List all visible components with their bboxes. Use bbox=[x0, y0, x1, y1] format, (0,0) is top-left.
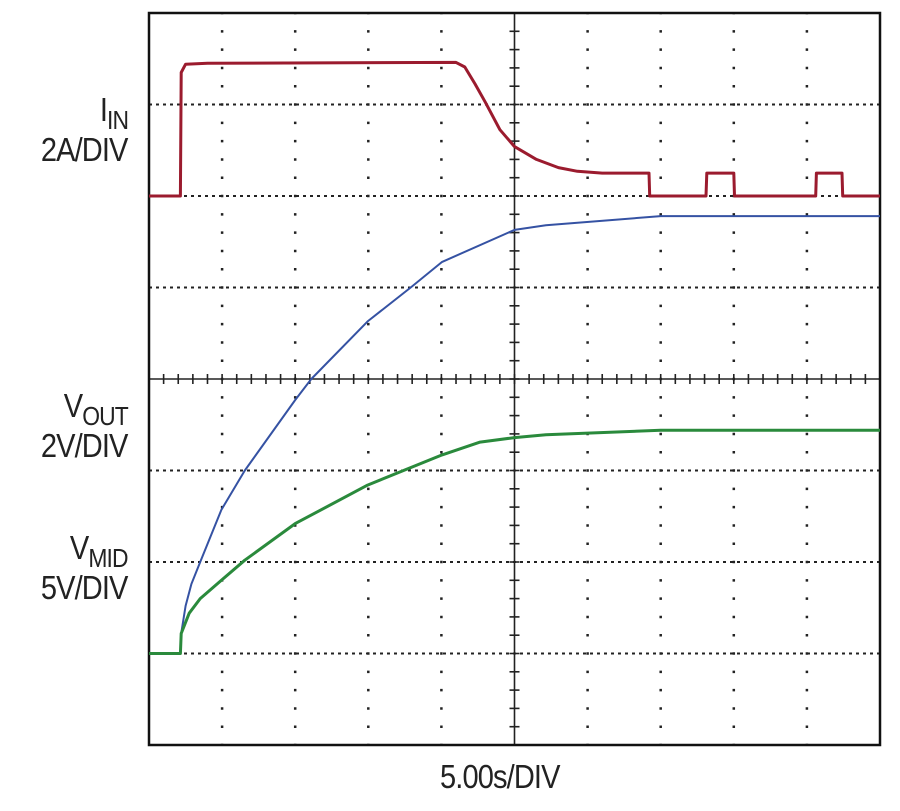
vout-trace bbox=[149, 428, 880, 655]
vout-scale: 2V/DIV bbox=[41, 427, 129, 464]
iin-label: IIN bbox=[99, 91, 129, 136]
iin-scale: 2A/DIV bbox=[41, 131, 129, 168]
vmid-trace bbox=[149, 215, 880, 655]
iin-trace bbox=[149, 60, 880, 198]
plot-frame bbox=[147, 11, 882, 747]
vmid-label: VMID bbox=[70, 529, 129, 574]
time-scale-label: 5.00s/DIV bbox=[440, 758, 560, 795]
vout-label: VOUT bbox=[63, 387, 129, 432]
vmid-scale: 5V/DIV bbox=[41, 569, 129, 606]
